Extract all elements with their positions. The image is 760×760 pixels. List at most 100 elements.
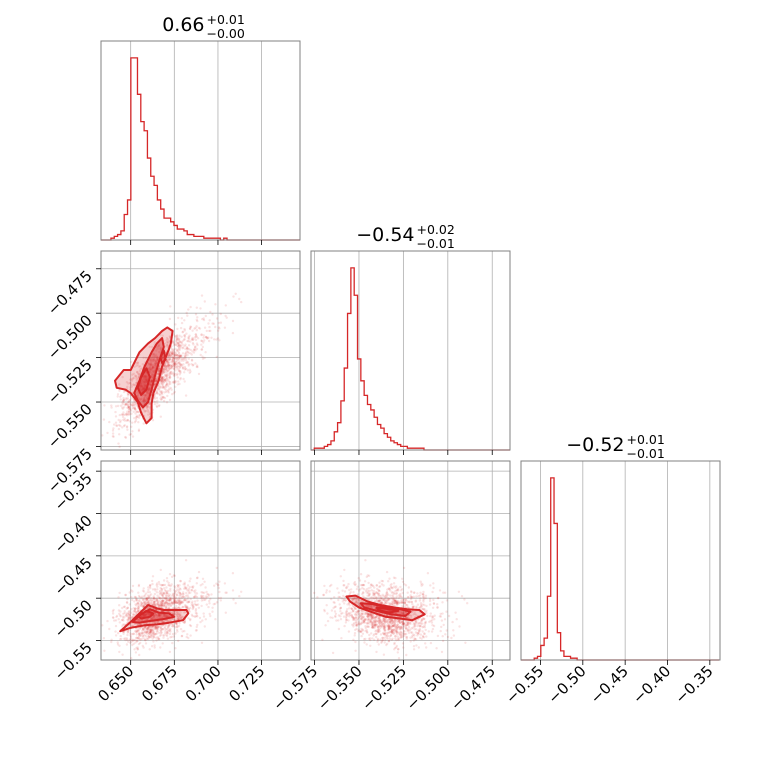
sample-point xyxy=(181,352,185,355)
sample-point xyxy=(224,314,227,318)
sample-point xyxy=(394,646,397,650)
sample-point xyxy=(175,337,178,340)
sample-point xyxy=(149,383,153,386)
sample-point xyxy=(122,398,125,402)
sample-point xyxy=(224,591,227,594)
sample-point xyxy=(122,424,126,428)
sample-point xyxy=(129,378,132,381)
sample-point xyxy=(431,590,434,594)
sample-point xyxy=(401,604,404,608)
sample-point xyxy=(139,384,142,387)
sample-point xyxy=(362,595,365,598)
sample-point xyxy=(168,317,172,321)
sample-point xyxy=(167,361,170,364)
sample-point xyxy=(164,390,168,394)
sample-point xyxy=(185,361,188,365)
sample-point xyxy=(334,605,337,608)
sample-point xyxy=(172,350,175,353)
sample-point xyxy=(167,363,170,367)
sample-point xyxy=(119,634,122,638)
sample-point xyxy=(123,413,126,416)
sample-point xyxy=(118,591,121,595)
sample-point xyxy=(166,364,169,367)
sample-point xyxy=(387,580,390,583)
sample-point xyxy=(170,363,173,366)
sample-point xyxy=(178,344,181,347)
sample-point xyxy=(195,592,199,595)
sample-point xyxy=(417,595,420,598)
sample-point xyxy=(164,597,168,600)
sample-point xyxy=(119,419,122,422)
sample-point xyxy=(390,628,393,631)
sample-point xyxy=(213,338,216,341)
sample-point xyxy=(382,618,385,621)
sample-point xyxy=(177,349,180,352)
sample-point xyxy=(184,355,187,358)
sample-point xyxy=(170,365,173,368)
sample-point xyxy=(401,601,404,604)
sample-point xyxy=(151,366,154,369)
sample-point xyxy=(142,398,145,401)
sample-point xyxy=(342,579,345,583)
sample-point xyxy=(150,360,153,363)
sample-point xyxy=(175,349,178,353)
sample-point xyxy=(192,338,195,341)
sample-point xyxy=(204,314,207,318)
sample-point xyxy=(406,591,409,594)
sample-point xyxy=(238,595,241,598)
sample-point xyxy=(139,383,143,386)
sample-point xyxy=(137,591,140,594)
sample-point xyxy=(184,587,187,590)
sample-point xyxy=(134,375,137,378)
sample-point xyxy=(322,593,326,597)
sample-point xyxy=(157,372,160,375)
sample-point xyxy=(361,632,365,635)
sample-point xyxy=(165,336,169,340)
sample-point xyxy=(397,620,400,624)
sample-point xyxy=(183,337,186,341)
sample-point xyxy=(149,368,152,371)
sample-point xyxy=(177,369,180,372)
sample-point xyxy=(204,351,207,354)
sample-point xyxy=(191,329,194,332)
sample-point xyxy=(173,362,176,365)
sample-point xyxy=(345,586,348,589)
sample-point xyxy=(180,364,183,367)
sample-point xyxy=(172,374,176,377)
sample-point xyxy=(144,409,148,413)
sample-point xyxy=(150,358,153,361)
sample-point xyxy=(108,420,111,424)
sample-point xyxy=(422,593,425,596)
sample-point xyxy=(169,587,172,591)
sample-point xyxy=(116,393,120,396)
sample-point xyxy=(169,354,172,358)
sample-point xyxy=(168,339,171,342)
sample-point xyxy=(149,363,152,366)
sample-point xyxy=(174,369,177,372)
sample-point xyxy=(176,341,179,344)
sample-point xyxy=(155,391,159,394)
sample-point xyxy=(126,403,129,406)
sample-point xyxy=(336,587,339,590)
sample-point xyxy=(333,596,336,599)
sample-point xyxy=(387,639,390,643)
sample-point xyxy=(429,614,432,618)
sample-point xyxy=(175,367,178,370)
sample-point xyxy=(386,592,389,595)
sample-point xyxy=(196,603,200,606)
sample-point xyxy=(119,638,122,641)
sample-point xyxy=(150,345,154,349)
sample-point xyxy=(146,396,149,399)
sample-point xyxy=(110,406,113,409)
sample-point xyxy=(149,598,153,602)
sample-point xyxy=(187,348,191,351)
sample-point xyxy=(199,307,202,310)
sample-point xyxy=(419,633,422,636)
sample-point xyxy=(343,568,346,572)
sample-point xyxy=(172,372,176,375)
sample-point xyxy=(138,599,141,602)
sample-point xyxy=(173,381,176,384)
sample-point xyxy=(172,574,176,577)
sample-point xyxy=(199,584,202,587)
sample-point xyxy=(324,624,327,627)
